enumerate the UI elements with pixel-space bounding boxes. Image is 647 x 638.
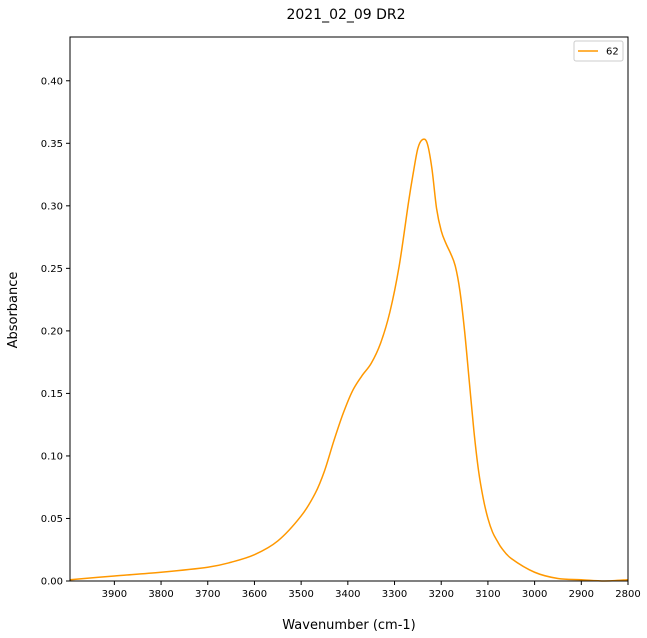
y-tick-label: 0.20: [41, 326, 63, 337]
chart-title: 2021_02_09 DR2: [286, 7, 405, 23]
x-tick-label: 3200: [428, 589, 453, 600]
y-ticks: 0.00 0.05 0.10 0.15 0.20 0.25 0.30 0.35 0.40: [41, 76, 70, 588]
legend-label: 62: [606, 47, 619, 58]
x-tick-label: 3600: [242, 589, 267, 600]
x-tick-label: 3000: [522, 589, 547, 600]
x-tick-label: 3300: [382, 589, 407, 600]
y-tick-label: 0.15: [41, 389, 63, 400]
x-tick-label: 3500: [288, 589, 313, 600]
y-axis-label: Absorbance: [6, 272, 21, 349]
x-tick-label: 2800: [615, 589, 640, 600]
x-tick-label: 3700: [195, 589, 220, 600]
x-tick-label: 3800: [148, 589, 173, 600]
x-tick-label: 3400: [335, 589, 360, 600]
y-tick-label: 0.10: [41, 451, 63, 462]
y-tick-label: 0.00: [41, 577, 63, 588]
y-tick-label: 0.35: [41, 139, 63, 150]
y-tick-label: 0.05: [41, 514, 63, 525]
x-tick-label: 3900: [102, 589, 127, 600]
y-tick-label: 0.30: [41, 201, 63, 212]
y-tick-label: 0.25: [41, 264, 63, 275]
x-tick-label: 3100: [475, 589, 500, 600]
x-tick-label: 2900: [569, 589, 594, 600]
x-ticks: 3900 3800 3700 3600 3500 3400 3300 3200 3100 3000…: [102, 581, 641, 600]
series-layer: [69, 138, 629, 582]
legend-box: [573, 40, 624, 62]
x-axis-label: Wavenumber (cm-1): [282, 618, 415, 633]
legend: 62: [573, 40, 624, 62]
plot-frame: [69, 36, 629, 582]
series-line-0: [69, 138, 629, 582]
y-tick-label: 0.40: [41, 76, 63, 87]
